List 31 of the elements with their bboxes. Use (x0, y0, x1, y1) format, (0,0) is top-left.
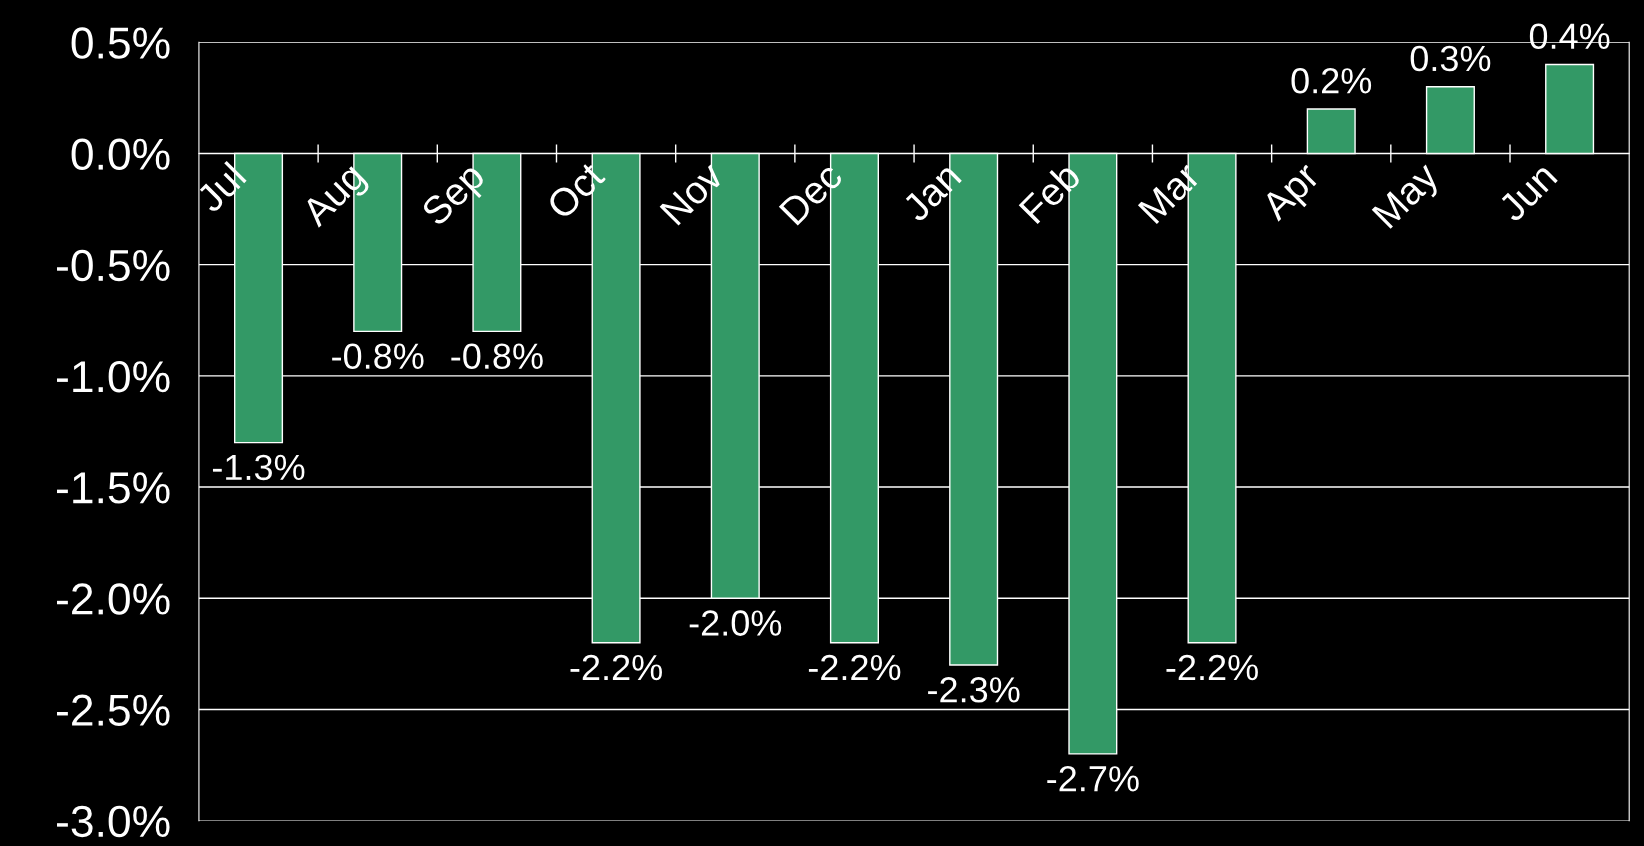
y-tick-label: 0.0% (71, 138, 170, 171)
y-tick-label: -1.0% (57, 360, 170, 393)
data-label: 0.3% (1410, 45, 1491, 72)
y-tick-label: -2.5% (57, 694, 170, 726)
data-label: -0.8% (451, 343, 543, 370)
y-tick-label: -3.0% (57, 805, 170, 838)
data-label: -2.2% (570, 654, 662, 681)
x-tick-label: Jul (193, 160, 247, 214)
y-tick-label: -1.5% (57, 472, 170, 504)
y-tick-label: 0.5% (71, 27, 170, 59)
x-tick-label: Jun (1496, 161, 1559, 224)
x-tick-label: Feb (1017, 160, 1082, 225)
x-tick-label: May (1371, 160, 1446, 235)
x-tick-label: Aug (299, 161, 372, 234)
x-tick-label: Sep (419, 160, 492, 233)
data-label: -2.7% (1047, 765, 1139, 792)
data-label: 0.2% (1291, 67, 1372, 94)
data-label: -1.3% (212, 454, 305, 481)
data-label: -2.0% (689, 610, 782, 636)
y-tick-label: -0.5% (57, 249, 170, 282)
x-tick-label: Nov (659, 160, 726, 226)
data-label: -2.2% (808, 654, 901, 681)
y-tick-label: -2.0% (57, 583, 170, 615)
x-tick-label: Apr (1259, 160, 1327, 228)
x-tick-label: Dec (778, 160, 844, 226)
x-tick-label: Mar (1137, 160, 1202, 225)
data-label: -0.8% (332, 343, 424, 370)
data-label: -2.2% (1166, 654, 1258, 681)
x-tick-label: Oct (545, 159, 607, 221)
x-tick-label: Jan (900, 161, 963, 224)
data-label: -2.3% (928, 677, 1020, 703)
